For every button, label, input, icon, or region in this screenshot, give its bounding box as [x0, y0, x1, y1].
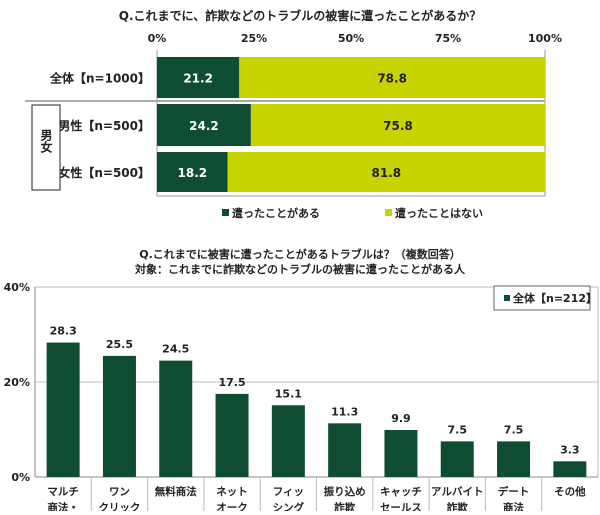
bar	[46, 342, 80, 477]
category-label: ネット	[216, 486, 248, 498]
category-label: 振り込め	[324, 485, 366, 498]
x-tick-label: 25%	[241, 32, 267, 45]
bar-segment	[157, 104, 251, 146]
chart2-title: Q.これまでに被害に遭ったことがあるトラブルは？（複数回答）	[139, 247, 461, 261]
category-label: 無料商法	[155, 485, 197, 498]
y-tick-label: 40%	[4, 281, 30, 294]
data-label: 17.5	[218, 376, 245, 389]
data-label: 9.9	[391, 412, 411, 425]
category-label: 男性【n=500】	[58, 118, 150, 133]
data-label: 7.5	[448, 423, 468, 436]
group-label: 男女	[39, 129, 53, 154]
category-label: その他	[554, 485, 586, 498]
data-label: 28.3	[50, 325, 77, 338]
data-label: 11.3	[331, 405, 358, 418]
y-tick-label: 0%	[11, 471, 30, 484]
bar	[553, 461, 587, 477]
x-tick-label: 50%	[338, 32, 364, 45]
bar	[159, 360, 193, 477]
data-label: 75.8	[383, 119, 413, 133]
bar	[102, 355, 136, 477]
bar	[384, 429, 418, 477]
legend-label: 遭ったことがある	[232, 206, 320, 220]
legend-swatch	[385, 209, 392, 216]
data-label: 7.5	[504, 423, 524, 436]
category-label: セールス	[380, 502, 422, 511]
y-tick-label: 20%	[4, 376, 30, 389]
x-tick-label: 75%	[435, 32, 461, 45]
group-box	[31, 104, 61, 191]
bar-segment	[157, 152, 228, 192]
category-label: 詐欺	[447, 501, 468, 511]
data-label: 3.3	[560, 443, 580, 456]
x-tick-label: 100%	[528, 32, 562, 45]
chart1-title: Q.これまでに、詐欺などのトラブルの被害に遭ったことがあるか？	[119, 8, 481, 23]
legend-swatch	[504, 295, 510, 301]
category-label: 全体【n=1000】	[49, 71, 150, 86]
category-label: 商法	[503, 501, 524, 511]
legend-label: 遭ったことはない	[395, 206, 483, 220]
category-label: デート	[498, 485, 530, 498]
category-label: マルチ	[47, 486, 79, 498]
legend-swatch	[222, 209, 229, 216]
bar-segment	[157, 57, 240, 98]
category-label: シング	[273, 501, 305, 511]
bar-segment	[250, 104, 545, 146]
bar	[271, 405, 305, 477]
category-label: オーク	[216, 502, 248, 511]
category-label: クリック	[98, 502, 140, 511]
category-label: 女性【n=500】	[58, 165, 150, 180]
bar-segment	[227, 152, 545, 192]
bar	[215, 393, 249, 477]
data-label: 81.8	[372, 166, 402, 180]
chart2-subtitle: 対象：これまでに詐欺などのトラブルの被害に遭ったことがある人	[134, 262, 466, 276]
category-label: フィッ	[273, 486, 304, 498]
legend-label: 全体【n=212】	[512, 291, 597, 305]
bar	[440, 441, 474, 477]
bar-segment	[239, 57, 546, 98]
bar	[497, 441, 531, 477]
data-label: 78.8	[377, 72, 407, 86]
data-label: 24.2	[189, 119, 219, 133]
category-label: キャッチ	[380, 486, 422, 498]
bar	[328, 423, 362, 477]
category-label: ワン	[109, 486, 130, 498]
category-label: 詐欺	[334, 501, 355, 511]
data-label: 24.5	[162, 343, 189, 356]
category-label: 商法・	[47, 501, 79, 511]
data-label: 18.2	[178, 166, 208, 180]
data-label: 15.1	[275, 387, 302, 400]
category-label: アルバイト	[431, 486, 483, 498]
x-tick-label: 0%	[148, 32, 167, 45]
data-label: 21.2	[183, 72, 213, 86]
data-label: 25.5	[106, 338, 133, 351]
